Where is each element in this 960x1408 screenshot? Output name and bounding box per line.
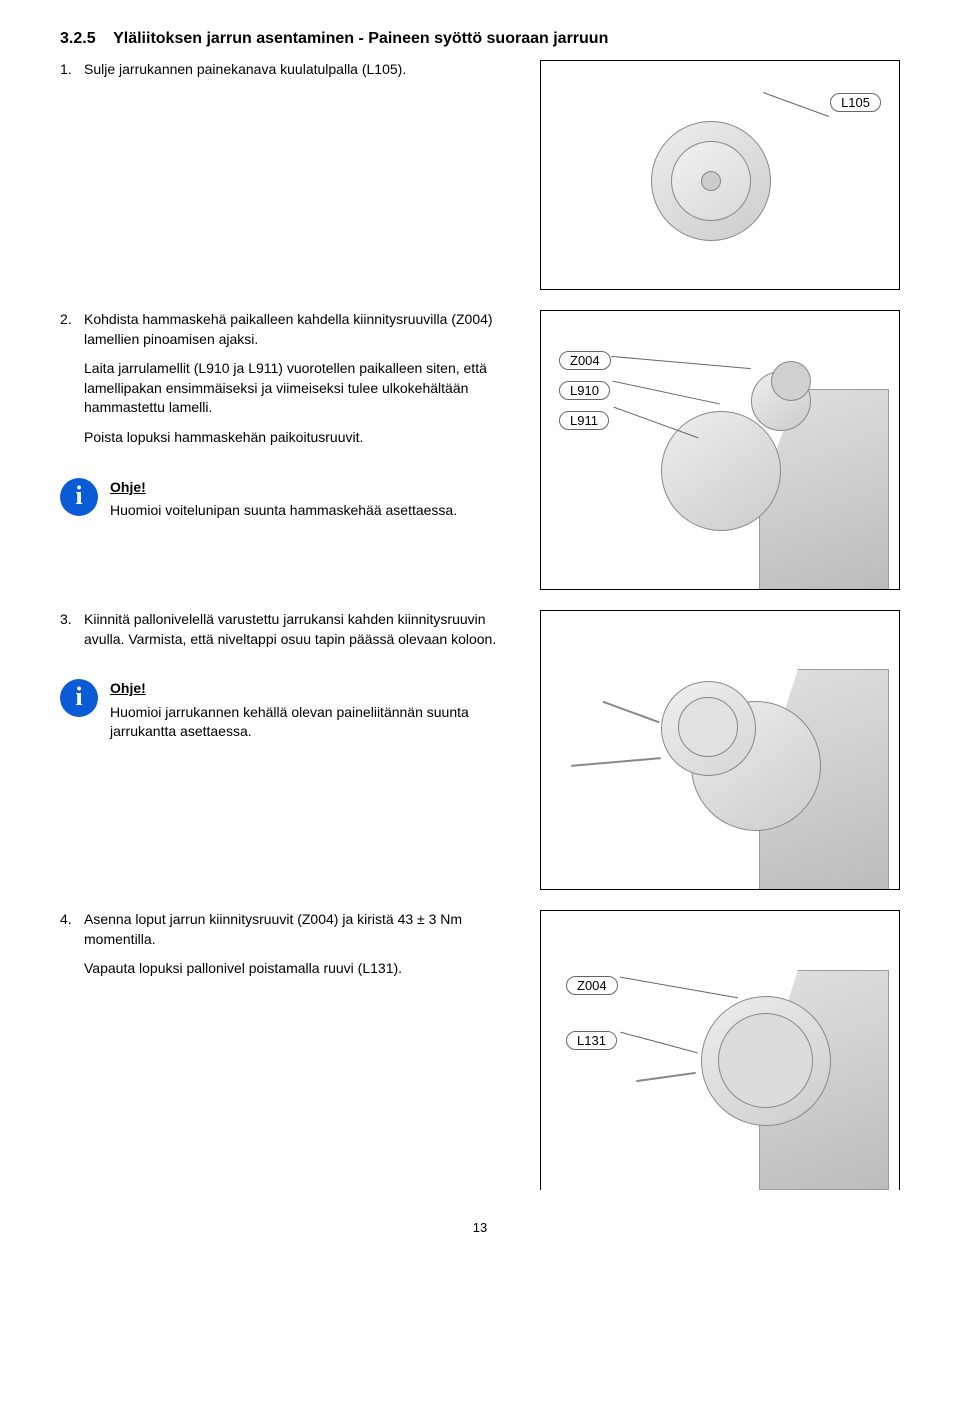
note-label: Ohje! — [110, 679, 520, 699]
step-2: 2. Kohdista hammaskehä paikalleen kahdel… — [60, 310, 520, 458]
callout-l910: L910 — [559, 381, 610, 400]
note-1: i Ohje! Huomioi voitelunipan suunta hamm… — [60, 478, 520, 521]
step-2-number: 2. — [60, 310, 84, 458]
callout-z004-b: Z004 — [566, 976, 618, 995]
figure-1: L105 — [540, 60, 900, 290]
figure-2: Z004 L910 L911 — [540, 310, 900, 590]
callout-l131: L131 — [566, 1031, 617, 1050]
note-1-text: Huomioi voitelunipan suunta hammaskehää … — [110, 502, 457, 518]
info-icon: i — [60, 478, 98, 516]
note-label: Ohje! — [110, 478, 520, 498]
step-3: 3. Kiinnitä pallonivelellä varustettu ja… — [60, 610, 520, 659]
step-2-text-3: Poista lopuksi hammaskehän paikoitusruuv… — [84, 428, 520, 448]
step-4-text-2: Vapauta lopuksi pallonivel poistamalla r… — [84, 959, 520, 979]
section-number: 3.2.5 — [60, 30, 96, 47]
note-2: i Ohje! Huomioi jarrukannen kehällä olev… — [60, 679, 520, 742]
callout-l911: L911 — [559, 411, 609, 430]
step-3-number: 3. — [60, 610, 84, 659]
page-number: 13 — [60, 1220, 900, 1235]
figure-3 — [540, 610, 900, 890]
callout-l105: L105 — [830, 93, 881, 112]
step-1: 1. Sulje jarrukannen painekanava kuulatu… — [60, 60, 520, 90]
note-2-text: Huomioi jarrukannen kehällä olevan paine… — [110, 704, 469, 740]
step-4: 4. Asenna loput jarrun kiinnitysruuvit (… — [60, 910, 520, 989]
info-icon: i — [60, 679, 98, 717]
step-4-text-1: Asenna loput jarrun kiinnitysruuvit (Z00… — [84, 910, 520, 949]
callout-z004: Z004 — [559, 351, 611, 370]
step-2-text-1: Kohdista hammaskehä paikalleen kahdella … — [84, 310, 520, 349]
step-4-number: 4. — [60, 910, 84, 989]
section-title-text: Yläliitoksen jarrun asentaminen - Painee… — [113, 30, 608, 47]
step-3-text: Kiinnitä pallonivelellä varustettu jarru… — [84, 610, 520, 649]
step-1-number: 1. — [60, 60, 84, 90]
step-1-text: Sulje jarrukannen painekanava kuulatulpa… — [84, 60, 520, 80]
figure-4: Z004 L131 — [540, 910, 900, 1190]
step-2-text-2: Laita jarrulamellit (L910 ja L911) vuoro… — [84, 359, 520, 418]
section-heading: 3.2.5 Yläliitoksen jarrun asentaminen - … — [60, 30, 900, 48]
